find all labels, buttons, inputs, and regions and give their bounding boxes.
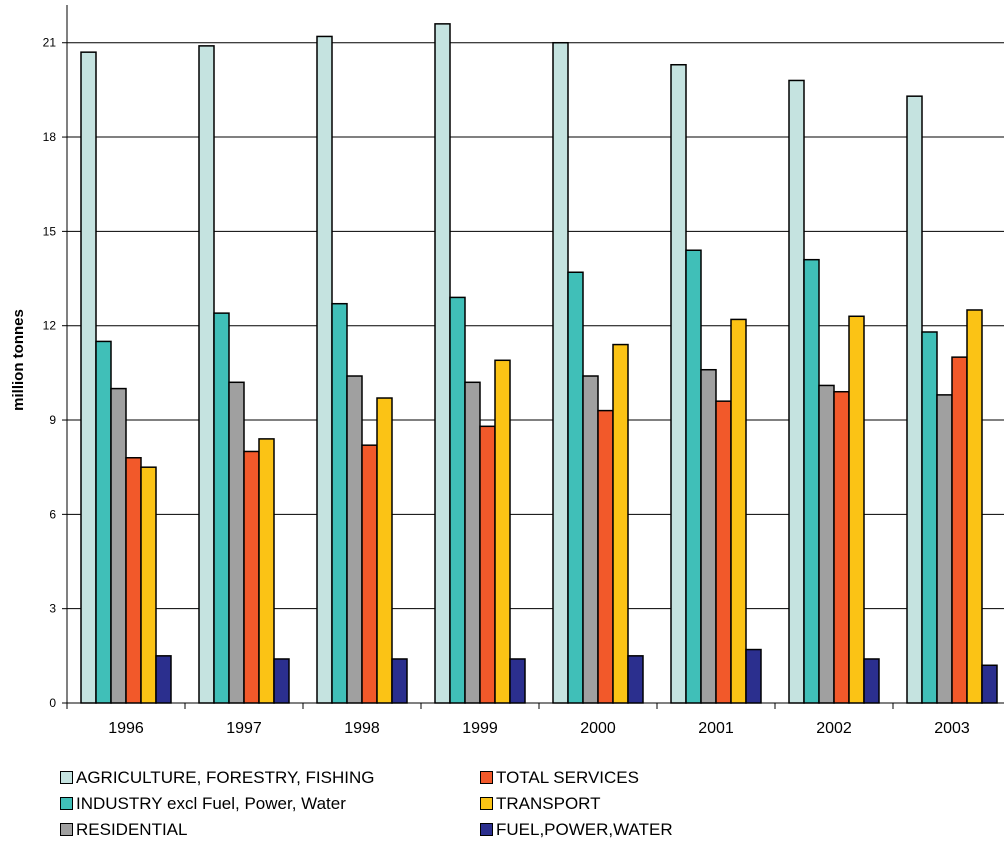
bar-1998-series-1 (316, 35, 333, 704)
bar-2001-series-2 (685, 249, 702, 704)
bar-1996-series-2 (95, 340, 112, 704)
bars (80, 23, 998, 704)
bar-1997-series-5 (258, 438, 275, 704)
bar-1999-series-3 (464, 381, 481, 704)
bar-2000-series-3 (582, 375, 599, 704)
bar-2000-series-6 (627, 655, 644, 704)
bar-2001-series-3 (700, 368, 717, 704)
bar-1996-series-6 (155, 655, 172, 704)
y-tick-labels: 0 3 6 9 12 15 18 21 (43, 36, 57, 710)
bar-1997-series-2 (213, 312, 230, 704)
y-tick-label: 9 (49, 413, 56, 427)
bar-2000-series-2 (567, 271, 584, 704)
bar-1997-series-1 (198, 45, 215, 704)
bar-2002-series-6 (863, 658, 880, 704)
x-category-labels: 1996 1997 1998 1999 2000 2001 2002 2003 (108, 720, 970, 737)
x-category-label: 2002 (816, 720, 852, 737)
y-tick-label: 15 (43, 224, 57, 238)
x-category-label: 2001 (698, 720, 734, 737)
bar-1999-series-1 (434, 23, 451, 704)
legend-label: AGRICULTURE, FORESTRY, FISHING (76, 767, 375, 787)
bar-2003-series-1 (906, 95, 923, 704)
bar-1996-series-4 (125, 457, 142, 704)
bar-1998-series-4 (361, 444, 378, 704)
bar-2002-series-4 (833, 390, 850, 704)
legend-label: RESIDENTIAL (76, 819, 188, 839)
legend: AGRICULTURE, FORESTRY, FISHING TOTAL SERV… (60, 766, 960, 841)
bar-2003-series-6 (981, 664, 998, 704)
bar-1998-series-3 (346, 375, 363, 704)
bar-2002-series-1 (788, 79, 805, 704)
bar-1997-series-3 (228, 381, 245, 704)
bar-1997-series-6 (273, 658, 290, 704)
axes (62, 5, 1004, 709)
legend-swatch (60, 771, 73, 784)
legend-entry: FUEL,POWER,WATER (480, 818, 900, 841)
bar-2003-series-3 (936, 394, 953, 704)
legend-label: INDUSTRY excl Fuel, Power, Water (76, 793, 346, 813)
bar-1999-series-6 (509, 658, 526, 704)
legend-swatch (60, 823, 73, 836)
x-category-label: 2003 (934, 720, 970, 737)
y-axis-title: million tonnes (10, 309, 27, 411)
bar-1998-series-6 (391, 658, 408, 704)
bar-2003-series-5 (966, 309, 983, 704)
legend-entry: TOTAL SERVICES (480, 766, 900, 789)
bar-1999-series-5 (494, 359, 511, 704)
bar-2002-series-5 (848, 315, 865, 704)
bar-2002-series-3 (818, 384, 835, 704)
bar-2001-series-4 (715, 400, 732, 704)
y-tick-label: 0 (49, 696, 56, 710)
y-tick-label: 18 (43, 130, 57, 144)
bar-1997-series-4 (243, 450, 260, 704)
x-category-label: 1999 (462, 720, 498, 737)
bar-2000-series-1 (552, 41, 569, 704)
bar-1996-series-1 (80, 51, 97, 704)
y-tick-label: 21 (43, 36, 57, 50)
bar-2001-series-1 (670, 63, 687, 704)
bar-chart: 0 3 6 9 12 15 18 21 1996 1997 1998 1999 2000 2001 200… (10, 5, 1004, 737)
legend-entry: RESIDENTIAL (60, 818, 480, 841)
bar-2000-series-5 (612, 343, 629, 704)
legend-entry: AGRICULTURE, FORESTRY, FISHING (60, 766, 480, 789)
bar-2001-series-5 (730, 318, 747, 704)
x-category-label: 1997 (226, 720, 262, 737)
bar-2002-series-2 (803, 258, 820, 704)
bar-1996-series-5 (140, 466, 157, 704)
x-category-label: 2000 (580, 720, 616, 737)
y-tick-label: 12 (43, 319, 57, 333)
legend-entry: TRANSPORT (480, 792, 900, 815)
bar-2001-series-6 (745, 648, 762, 704)
x-category-label: 1998 (344, 720, 380, 737)
legend-swatch (480, 797, 493, 810)
y-tick-label: 6 (49, 507, 56, 521)
legend-label: FUEL,POWER,WATER (496, 819, 673, 839)
legend-swatch (60, 797, 73, 810)
x-category-label: 1996 (108, 720, 144, 737)
bar-1999-series-2 (449, 296, 466, 704)
legend-swatch (480, 771, 493, 784)
bar-2000-series-4 (597, 409, 614, 704)
bar-2003-series-4 (951, 356, 968, 704)
legend-entry: INDUSTRY excl Fuel, Power, Water (60, 792, 480, 815)
bar-2003-series-2 (921, 331, 938, 704)
bar-1999-series-4 (479, 425, 496, 704)
legend-label: TRANSPORT (496, 793, 601, 813)
bar-1998-series-5 (376, 397, 393, 704)
legend-swatch (480, 823, 493, 836)
bar-1998-series-2 (331, 302, 348, 704)
y-tick-label: 3 (49, 602, 56, 616)
bar-1996-series-3 (110, 387, 127, 704)
legend-label: TOTAL SERVICES (496, 767, 639, 787)
